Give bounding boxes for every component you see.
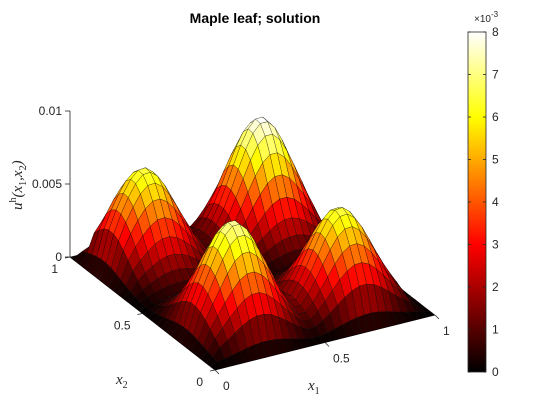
colorbar-tick-label: 2	[492, 280, 499, 294]
x2-tick-label: 0.5	[114, 319, 131, 333]
x2-axis-label: x2	[115, 372, 128, 391]
z-axis-label: uh(x1,x2)	[8, 160, 29, 210]
x1-tick-mark	[324, 342, 330, 347]
x1-tick-mark	[434, 314, 440, 320]
x1-tick-label: 0.5	[333, 352, 350, 366]
colorbar-tick-label: 0	[492, 365, 499, 379]
colorbar: 0 1 2 3 4 5 6 7 8×10-3	[467, 10, 499, 379]
z-tick-label: 0.005	[32, 177, 62, 191]
colorbar-exponent: ×10-3	[474, 10, 499, 25]
colorbar-tick-label: 8	[492, 25, 499, 39]
z-tick-label: 0	[55, 250, 62, 264]
x2-tick-mark	[209, 369, 216, 372]
x1-axis-label: x1	[307, 378, 320, 397]
x1-tick-label: 0	[223, 379, 230, 393]
colorbar-tick-label: 1	[492, 323, 499, 337]
chart-title: Maple leaf; solution	[189, 10, 321, 26]
x2-tick-label: 0	[196, 375, 203, 389]
colorbar-tick-label: 4	[492, 195, 499, 209]
colorbar-tick-label: 5	[492, 153, 499, 167]
z-tick-label: 0.01	[39, 104, 63, 118]
x1-tick-label: 1	[443, 324, 450, 338]
axis-labels: x1 x2 uh(x1,x2)	[8, 160, 320, 397]
solution-surface	[69, 116, 436, 371]
colorbar-tick-label: 3	[492, 238, 499, 252]
x2-tick-mark	[137, 313, 143, 315]
surface-face	[422, 311, 436, 317]
colorbar-tick-label: 6	[492, 110, 499, 124]
x2-tick-label: 1	[51, 262, 58, 276]
x1-tick-mark	[214, 369, 220, 375]
colorbar-tick-label: 7	[492, 68, 499, 82]
